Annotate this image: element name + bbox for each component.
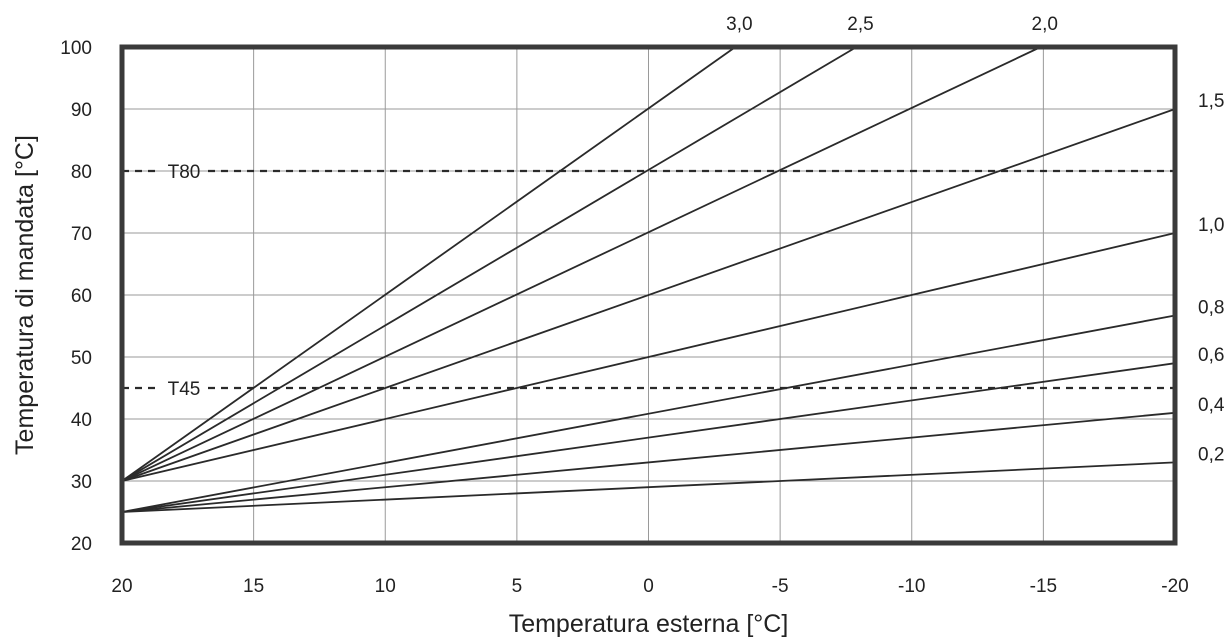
heating-curve-line xyxy=(121,314,1176,513)
x-tick-label: -5 xyxy=(772,576,789,597)
y-tick-label: 100 xyxy=(60,38,92,59)
x-tick-label: -20 xyxy=(1161,576,1188,597)
curve-label: 2,0 xyxy=(1032,14,1058,35)
curve-label: 2,5 xyxy=(847,14,873,35)
heating-curve-line xyxy=(121,232,1176,482)
heating-curve-line xyxy=(121,108,1176,482)
curve-label: 1,0 xyxy=(1198,215,1224,236)
heating-curve-line xyxy=(121,461,1176,513)
y-tick-label: 60 xyxy=(71,286,92,307)
x-axis-title: Temperatura esterna [°C] xyxy=(509,610,789,638)
x-tick-label: -15 xyxy=(1030,576,1057,597)
x-tick-label: -10 xyxy=(898,576,925,597)
x-tick-label: 10 xyxy=(375,576,396,597)
reference-line-label: T80 xyxy=(168,162,201,183)
y-axis-title: Temperatura di mandata [°C] xyxy=(11,135,39,455)
y-tick-label: 40 xyxy=(71,410,92,431)
curve-labels: 3,0 2,5 2,0 1,5 1,0 0,8 0,6 0,4 0,2 xyxy=(726,14,1225,465)
curve-label: 0,8 xyxy=(1198,297,1224,318)
heating-curves xyxy=(121,46,1176,513)
heating-curve-line xyxy=(121,362,1176,513)
y-tick-label: 80 xyxy=(71,162,92,183)
y-tick-label: 20 xyxy=(71,534,92,555)
y-tick-label: 30 xyxy=(71,472,92,493)
y-tick-label: 90 xyxy=(71,100,92,121)
x-tick-label: 0 xyxy=(643,576,654,597)
x-tick-label: 20 xyxy=(111,576,132,597)
y-tick-label: 50 xyxy=(71,348,92,369)
reference-line-label: T45 xyxy=(168,379,201,400)
curve-label: 0,4 xyxy=(1198,395,1225,416)
y-tick-label: 70 xyxy=(71,224,92,245)
x-tick-label: 15 xyxy=(243,576,264,597)
heating-curve-line xyxy=(121,411,1176,513)
curve-label: 0,2 xyxy=(1198,444,1224,465)
reference-lines: T80 T45 xyxy=(122,162,1175,400)
heating-curve-line xyxy=(121,46,857,482)
x-tick-label: 5 xyxy=(512,576,523,597)
curve-label: 0,6 xyxy=(1198,345,1224,366)
heating-curve-line xyxy=(121,46,736,482)
curve-label: 1,5 xyxy=(1198,91,1224,112)
plot-frame xyxy=(119,44,1178,546)
heating-curve-line xyxy=(121,46,1042,482)
curve-label: 3,0 xyxy=(726,14,752,35)
